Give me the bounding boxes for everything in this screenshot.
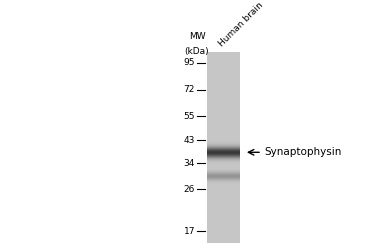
Text: Human brain: Human brain bbox=[217, 1, 265, 48]
Text: 43: 43 bbox=[184, 136, 195, 145]
Text: 34: 34 bbox=[184, 159, 195, 168]
Text: 95: 95 bbox=[184, 58, 195, 67]
Text: Synaptophysin: Synaptophysin bbox=[264, 147, 341, 157]
Text: 55: 55 bbox=[184, 112, 195, 120]
Text: 26: 26 bbox=[184, 185, 195, 194]
Text: 72: 72 bbox=[184, 85, 195, 94]
Text: 17: 17 bbox=[184, 226, 195, 235]
Text: (kDa): (kDa) bbox=[185, 48, 209, 56]
Text: MW: MW bbox=[189, 32, 205, 41]
